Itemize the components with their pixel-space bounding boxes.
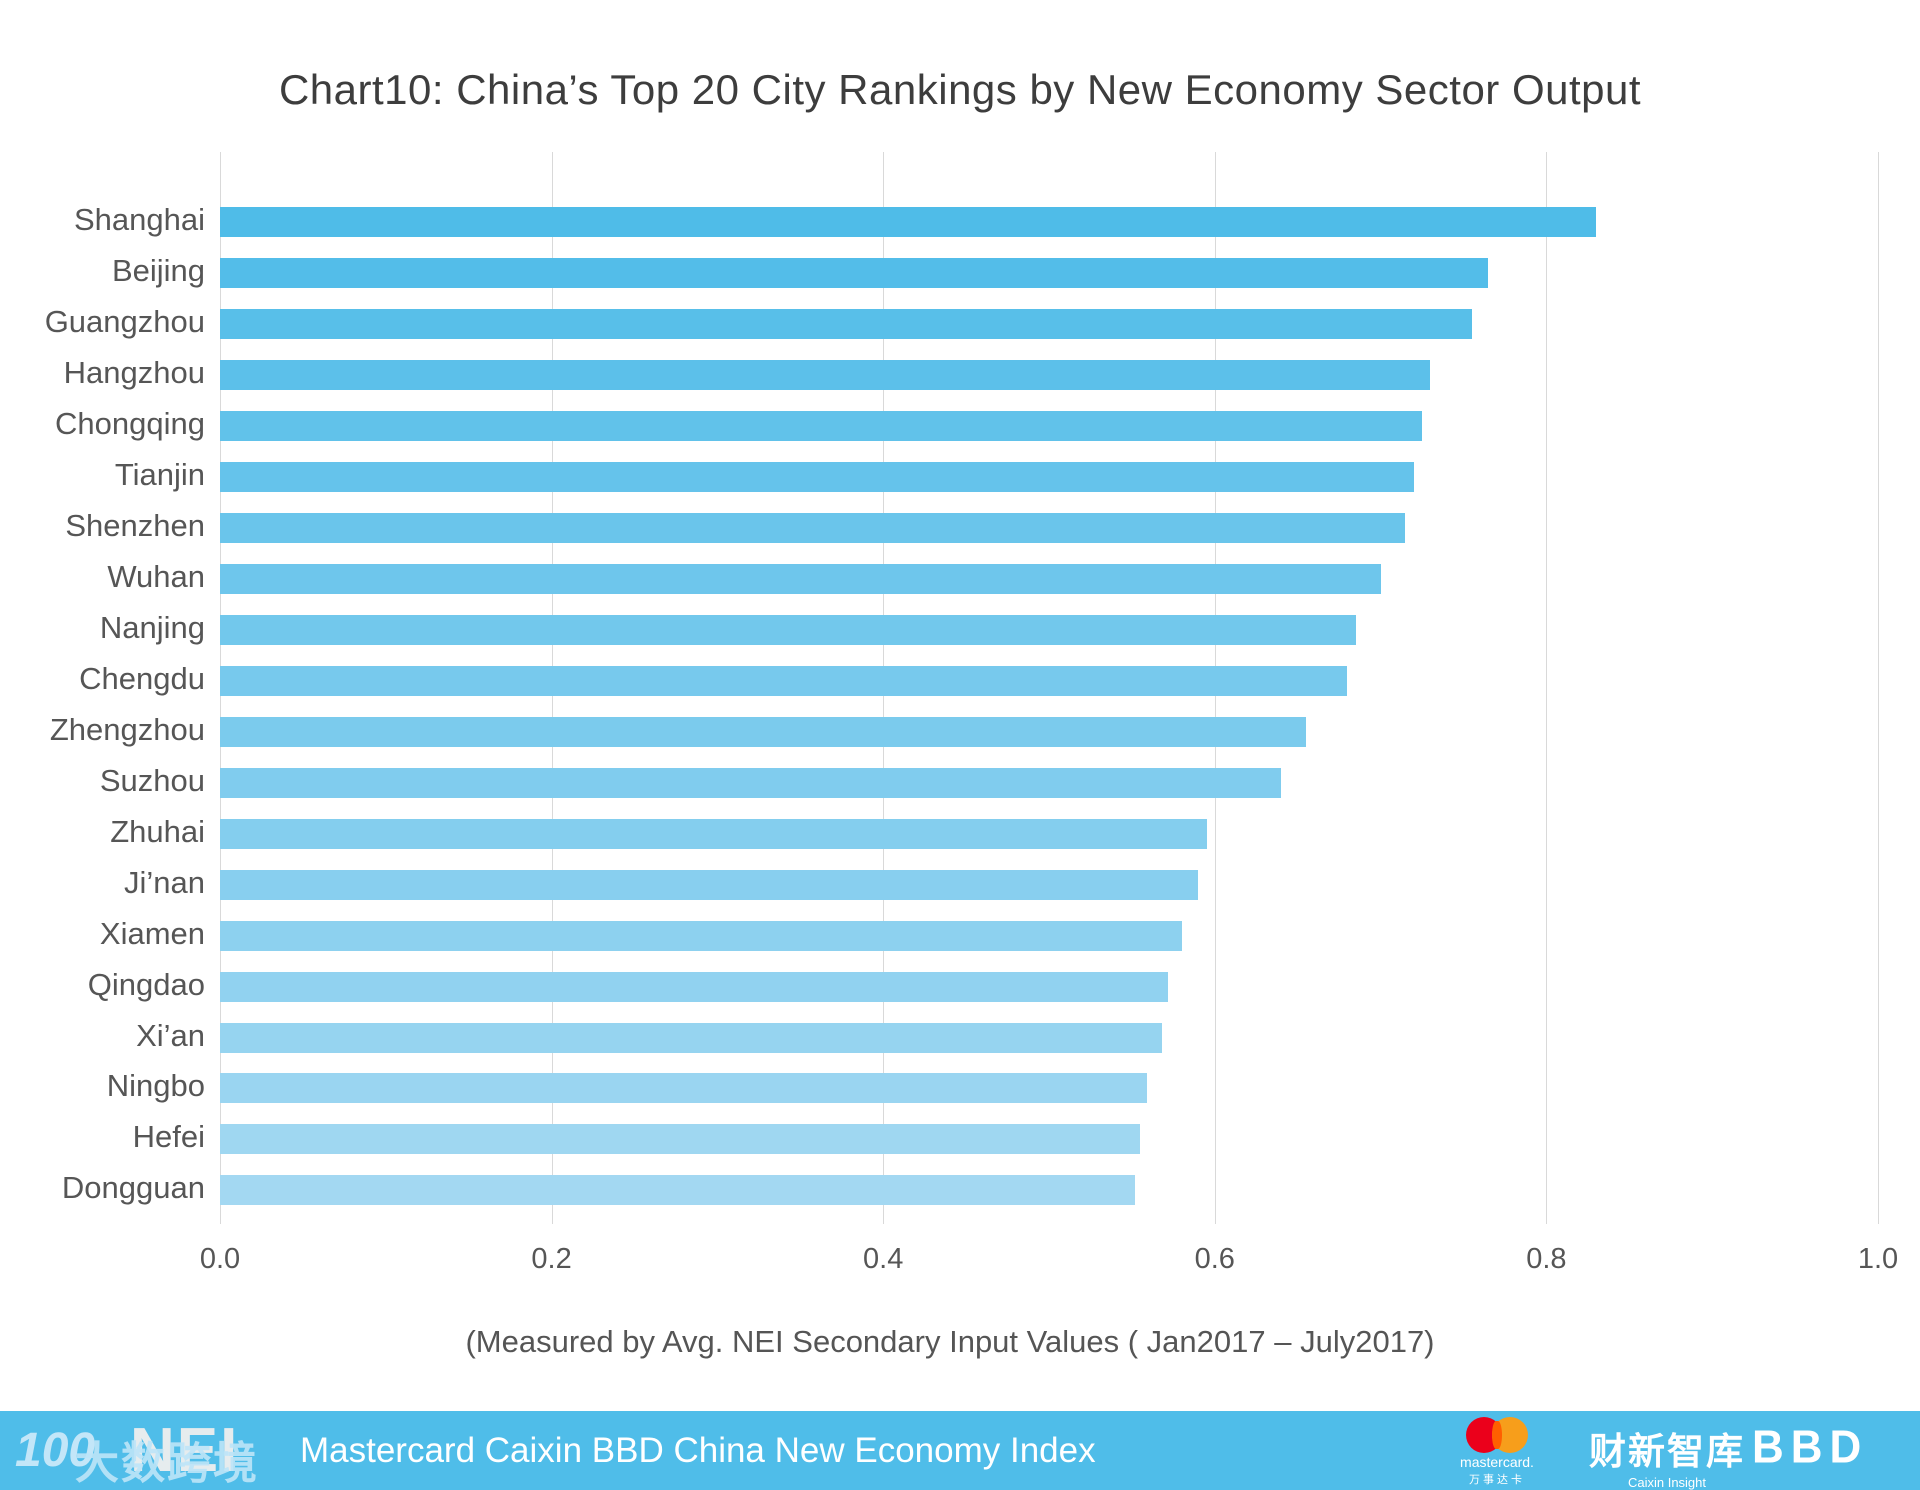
y-axis-label: Ji’nan: [124, 864, 205, 900]
x-tick-label: 0.0: [199, 1243, 241, 1275]
y-axis-label: Ningbo: [106, 1068, 205, 1104]
bar: [220, 1073, 1147, 1104]
bar: [220, 207, 1596, 237]
gridline: [1546, 152, 1548, 1224]
x-axis-note: (Measured by Avg. NEI Secondary Input Va…: [465, 1324, 1435, 1359]
mastercard-overlap: [1492, 1421, 1502, 1449]
gridline: [1878, 152, 1879, 1224]
y-axis-label: Hefei: [132, 1119, 205, 1155]
footer-bar: NEI 100 大数跨境 Mastercard Caixin BBD China…: [0, 1411, 1920, 1490]
bar: [220, 716, 1306, 747]
bar: [220, 920, 1182, 951]
chart-title: Chart10: China’s Top 20 City Rankings by…: [278, 66, 1642, 113]
y-axis-label: Zhengzhou: [49, 711, 205, 747]
bar: [220, 563, 1381, 594]
bar: [220, 869, 1198, 900]
x-tick-label: 1.0: [1857, 1243, 1899, 1275]
bar: [220, 308, 1472, 339]
y-axis-label: Beijing: [111, 252, 205, 288]
bar: [220, 614, 1356, 645]
footer-title: Mastercard Caixin BBD China New Economy …: [300, 1431, 1096, 1470]
y-axis-label: Shanghai: [73, 202, 205, 237]
y-axis-label: Shenzhen: [65, 507, 205, 543]
mastercard-label-cn: 万事达卡: [1469, 1474, 1525, 1486]
caixin-insight-logo: 财新智库 Caixin Insight: [1582, 1421, 1752, 1490]
y-axis-label: Xi’an: [136, 1017, 205, 1053]
bar: [220, 818, 1207, 849]
y-axis-label: Guangzhou: [44, 303, 205, 339]
mastercard-label: mastercard.: [1460, 1454, 1534, 1470]
x-tick-label: 0.8: [1526, 1243, 1567, 1275]
x-tick-label: 0.4: [863, 1243, 904, 1275]
watermark-chinese-text: 大数跨境: [75, 1439, 259, 1488]
mastercard-circles-icon: [1466, 1417, 1528, 1453]
nei-logo-text: NEI: [130, 1416, 240, 1485]
bbd-logo: BBD: [1752, 1421, 1869, 1474]
bar: [220, 1175, 1135, 1206]
y-axis-label: Nanjing: [99, 609, 205, 645]
y-axis-label: Chengdu: [79, 660, 205, 696]
x-tick-label: 0.6: [1194, 1243, 1235, 1275]
y-axis-label: Wuhan: [107, 558, 205, 594]
bar: [220, 665, 1347, 696]
caixin-label-en: Caixin Insight: [1627, 1475, 1707, 1490]
x-tick-label: 0.2: [531, 1243, 572, 1275]
mastercard-logo: mastercard. 万事达卡: [1452, 1417, 1542, 1487]
y-axis-label: Suzhou: [99, 762, 205, 798]
bar: [220, 512, 1405, 543]
caixin-label-cn: 财新智库: [1589, 1431, 1745, 1472]
bar: [220, 410, 1422, 441]
watermark-100-text: 100: [15, 1424, 96, 1477]
bar: [220, 461, 1414, 492]
y-axis-label: Zhuhai: [110, 813, 205, 849]
bar: [220, 1124, 1140, 1155]
bar: [220, 359, 1430, 390]
bar: [220, 257, 1488, 288]
watermark-logo: NEI 100 大数跨境: [15, 1413, 375, 1489]
bar: [220, 971, 1168, 1002]
y-axis-label: Dongguan: [61, 1170, 205, 1206]
bar: [220, 767, 1281, 798]
y-axis-label: Tianjin: [114, 456, 205, 492]
y-axis-label: Xiamen: [99, 915, 205, 951]
bar: [220, 1022, 1162, 1053]
y-axis-label: Qingdao: [87, 966, 205, 1002]
y-axis-label: Chongqing: [55, 405, 205, 441]
y-axis-label: Hangzhou: [63, 354, 205, 390]
